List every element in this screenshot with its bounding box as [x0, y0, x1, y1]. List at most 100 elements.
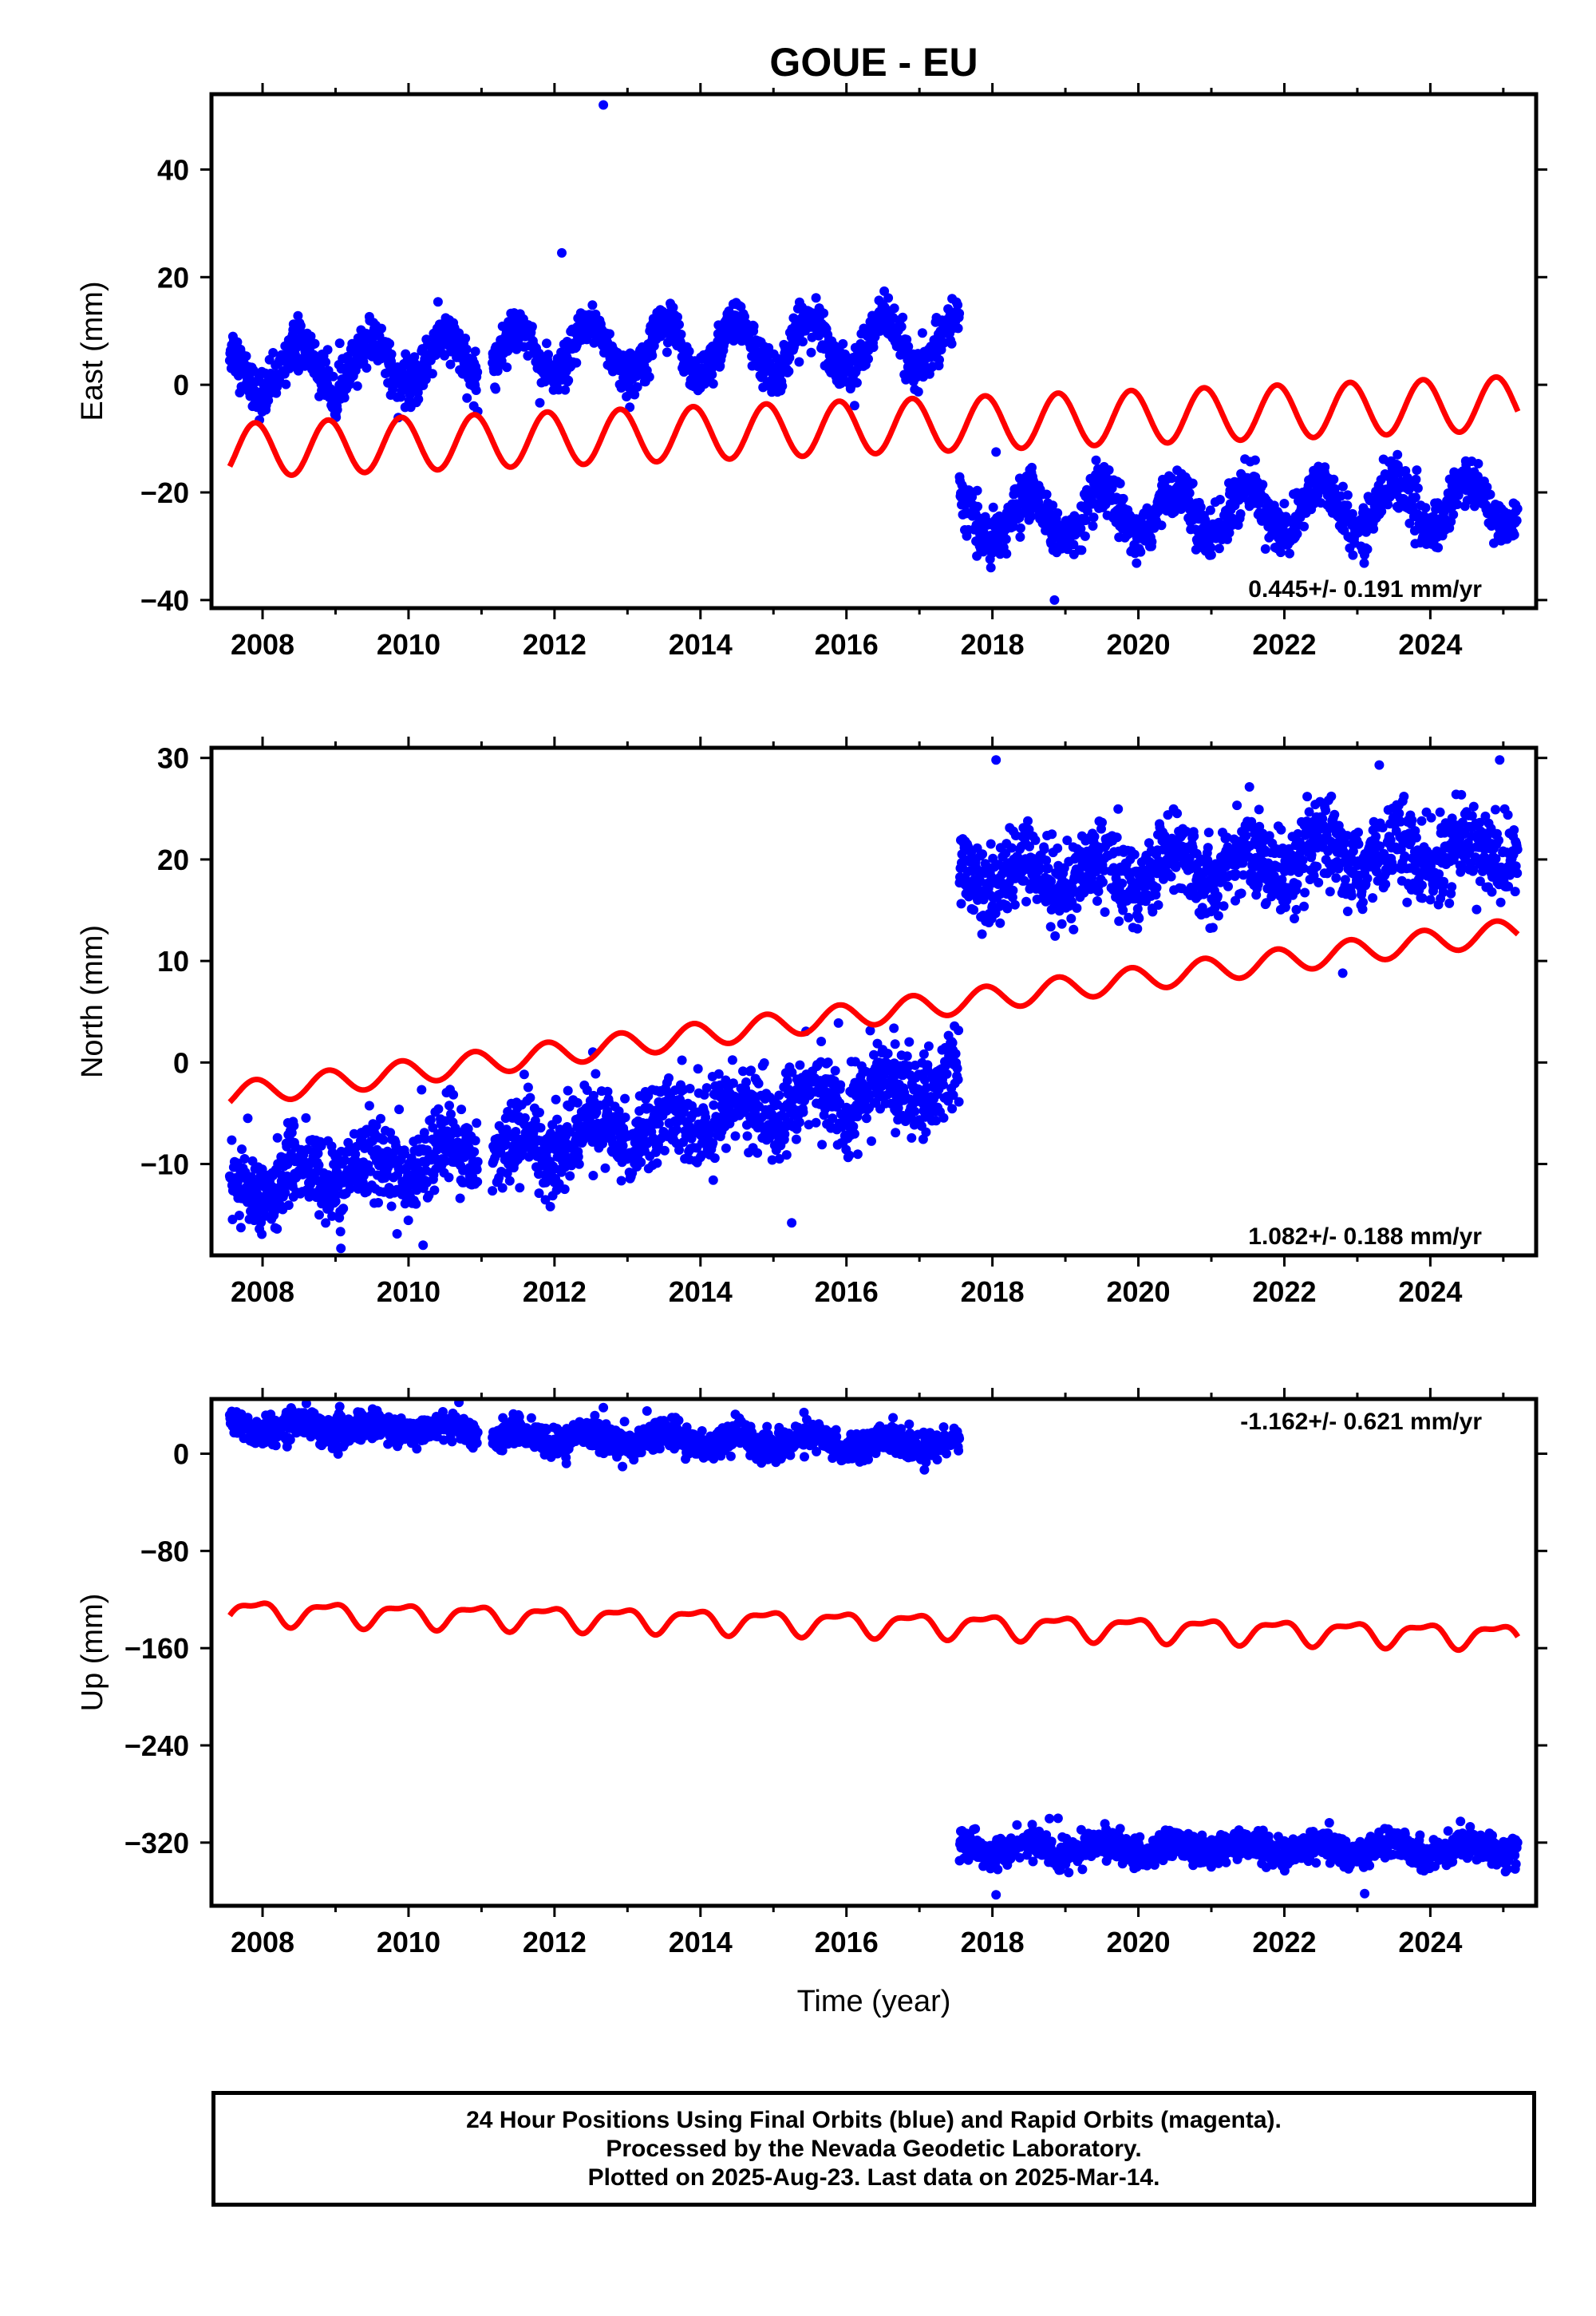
east-x-tick-label: 2024 — [1398, 628, 1462, 661]
east-observation-point — [1292, 529, 1302, 539]
north-observation-point — [535, 1123, 546, 1133]
east-observation-point — [1027, 462, 1037, 472]
east-observation-point — [868, 342, 879, 353]
east-observation-point — [1118, 493, 1128, 504]
east-x-tick-label: 2012 — [523, 628, 587, 661]
north-observation-point — [861, 1113, 871, 1124]
north-observation-point — [563, 1085, 573, 1096]
east-observation-point — [1041, 489, 1052, 500]
east-observation-point — [644, 372, 654, 382]
north-observation-point — [910, 1106, 920, 1117]
east-x-tick-label: 2018 — [961, 628, 1025, 661]
east-observation-point — [535, 397, 545, 408]
north-observation-point — [942, 1069, 952, 1079]
north-observation-point — [1039, 844, 1049, 854]
east-observation-point — [946, 338, 957, 349]
north-observation-point — [860, 1066, 871, 1077]
north-observation-point — [727, 1055, 737, 1065]
east-observation-point — [563, 375, 574, 385]
north-observation-point — [272, 1223, 282, 1234]
north-observation-point — [659, 1145, 670, 1156]
north-observation-point — [654, 1119, 664, 1129]
north-observation-point — [1069, 924, 1079, 935]
north-observation-point — [456, 1105, 467, 1115]
north-observation-point — [283, 1200, 294, 1211]
east-observation-point — [777, 381, 788, 391]
north-observation-point — [1050, 931, 1061, 941]
north-observation-point — [289, 1120, 299, 1131]
east-observation-point — [1377, 506, 1387, 516]
north-observation-point — [1002, 903, 1013, 914]
north-observation-point — [257, 1229, 267, 1239]
east-observation-point — [1448, 509, 1459, 520]
north-observation-point — [448, 1089, 459, 1100]
north-observation-point — [501, 1140, 512, 1150]
east-panel: 2008 2010 2012 2014 2016 2018 2020 2022 2024−40−… — [76, 83, 1547, 661]
north-observation-point — [602, 1086, 613, 1097]
north-observation-point — [713, 1069, 724, 1079]
east-observation-point — [1362, 544, 1373, 555]
east-observation-point — [605, 329, 614, 339]
east-observation-point — [889, 303, 899, 314]
north-observation-point — [652, 1158, 662, 1168]
north-observation-point — [1021, 896, 1031, 907]
east-observation-point — [1279, 499, 1290, 508]
north-observation-point — [504, 1176, 515, 1186]
east-observation-point — [630, 389, 640, 400]
east-observation-point — [1411, 474, 1421, 484]
east-observation-point — [934, 354, 944, 365]
east-observation-point — [1420, 503, 1431, 513]
east-observation-point — [388, 384, 398, 394]
north-observation-point — [674, 1145, 684, 1155]
north-observation-point — [541, 1177, 551, 1188]
north-observation-point — [902, 1051, 912, 1061]
north-observation-point — [364, 1101, 374, 1111]
east-observation-point — [460, 334, 471, 343]
north-observation-point — [565, 1171, 575, 1181]
north-observation-point — [721, 1075, 731, 1085]
east-x-tick-label: 2022 — [1252, 628, 1316, 661]
east-observation-point — [543, 350, 553, 360]
east-observation-point — [454, 328, 464, 338]
north-observation-point — [572, 1097, 583, 1108]
north-observation-point — [730, 1131, 741, 1141]
north-observation-point — [721, 1143, 731, 1153]
north-observation-point — [969, 905, 979, 915]
east-observation-point — [953, 300, 963, 310]
north-observation-point — [1098, 877, 1108, 887]
north-observation-point — [235, 1223, 246, 1233]
north-observation-point — [780, 1129, 790, 1140]
east-observation-point — [421, 374, 431, 385]
east-observation-point — [248, 365, 259, 375]
east-observation-point — [427, 369, 437, 379]
north-observation-point — [738, 1066, 748, 1077]
north-observation-point — [373, 1198, 383, 1207]
east-observation-point — [819, 308, 829, 318]
east-observation-point — [806, 347, 816, 358]
north-observation-point — [941, 1061, 950, 1071]
north-observation-point — [371, 1120, 381, 1131]
north-observation-point — [1007, 892, 1017, 903]
east-x-tick-label: 2014 — [669, 628, 733, 661]
north-observation-point — [1129, 849, 1140, 860]
north-observation-point — [350, 1149, 361, 1160]
north-observation-point — [995, 918, 1005, 928]
north-observation-point — [470, 1136, 480, 1146]
east-observation-point — [707, 370, 717, 380]
east-observation-point — [542, 338, 551, 349]
north-observation-point — [636, 1157, 646, 1168]
north-observation-point — [697, 1150, 707, 1160]
east-observation-point — [883, 293, 894, 303]
east-observation-point — [472, 367, 483, 377]
east-observation-point — [1412, 483, 1423, 493]
north-observation-point — [313, 1148, 323, 1159]
north-observation-point — [977, 929, 987, 939]
north-observation-point — [429, 1185, 440, 1196]
north-observation-point — [728, 1078, 738, 1089]
east-observation-point — [571, 358, 582, 368]
north-observation-point — [1047, 829, 1057, 840]
north-observation-point — [497, 1183, 508, 1193]
east-observation-point — [328, 371, 338, 381]
east-observation-point — [954, 308, 965, 318]
north-observation-point — [672, 1124, 681, 1135]
